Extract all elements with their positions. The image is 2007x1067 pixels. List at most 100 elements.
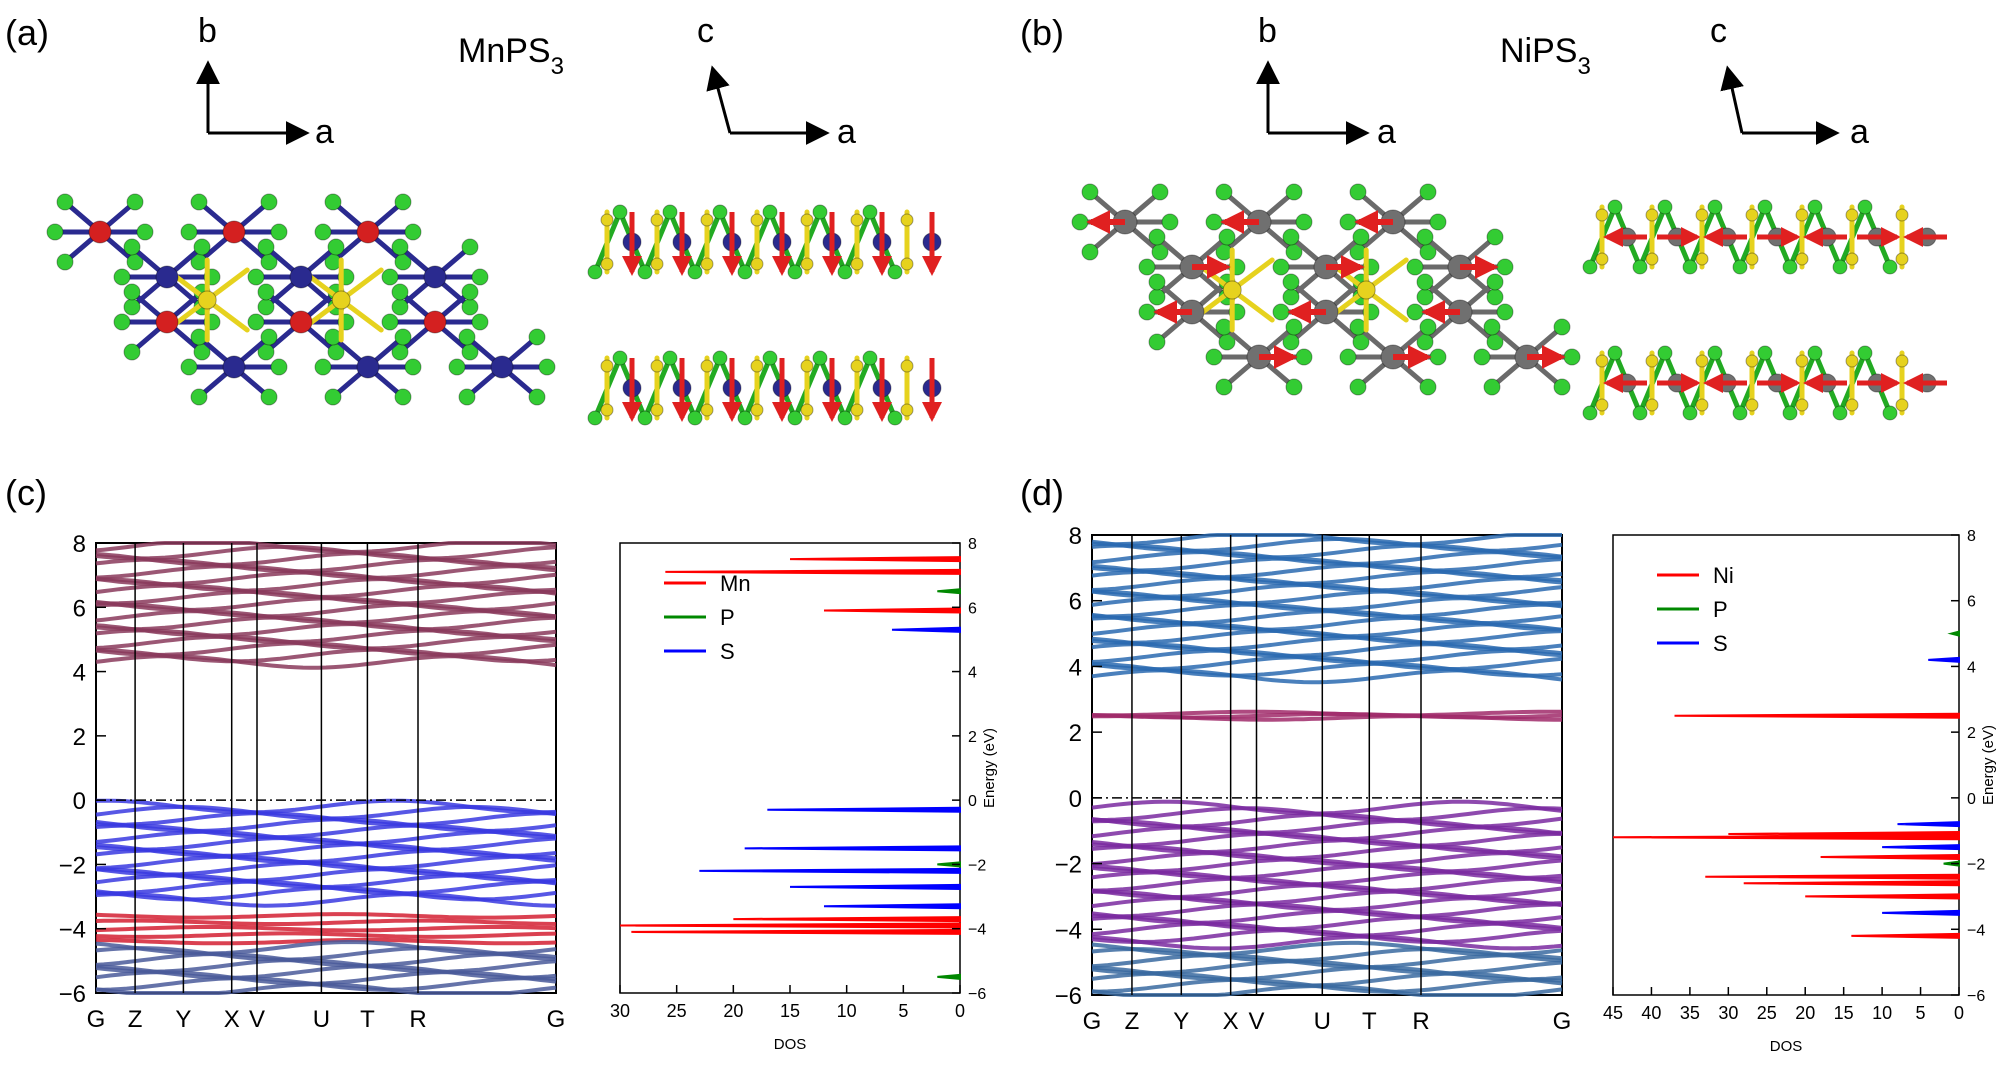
sulfur-atom	[737, 410, 753, 426]
sulfur-atom	[56, 193, 74, 211]
band-line-conduction-s-p	[1091, 533, 1562, 547]
manganese-atom	[155, 265, 179, 289]
phosphorus-atom	[1645, 252, 1659, 266]
sulfur-atom	[538, 358, 556, 376]
dos-peak-mn	[631, 928, 961, 935]
x-tick-label: 20	[1795, 1003, 1815, 1023]
sulfur-atom	[391, 283, 409, 301]
band-line-valence-ni-d-s-p	[1091, 934, 1563, 951]
sulfur-atom	[712, 350, 728, 366]
sulfur-atom	[812, 204, 828, 220]
phosphorus-atom	[600, 403, 614, 417]
sulfur-atom	[113, 268, 131, 286]
y-tick-label: 8	[73, 531, 86, 558]
phosphorus-atom	[1695, 398, 1709, 412]
phosphorus-atom	[850, 359, 864, 373]
sulfur-atom	[712, 204, 728, 220]
band-line-valence-s-p	[95, 854, 557, 871]
x-tick-label: 0	[955, 1001, 965, 1021]
band-line-deep-s-p	[96, 976, 557, 992]
sulfur-atom	[787, 264, 803, 280]
manganese-atom	[155, 310, 179, 334]
y-tick-label: −2	[1967, 857, 1985, 874]
sulfur-atom	[1882, 259, 1898, 275]
sulfur-atom	[1416, 288, 1434, 306]
sulfur-atom	[260, 328, 278, 346]
sulfur-atom	[1607, 199, 1623, 215]
sulfur-atom	[1496, 303, 1514, 321]
manganese-atom	[289, 265, 313, 289]
sulfur-atom	[1782, 259, 1798, 275]
x-tick-label: 10	[837, 1001, 857, 1021]
phosphorus-atom	[1845, 208, 1859, 222]
sulfur-atom	[394, 193, 412, 211]
sulfur-atom	[787, 410, 803, 426]
phosphorus-atom	[1895, 398, 1909, 412]
x-tick-label: 0	[1954, 1003, 1964, 1023]
phosphorus-atom	[750, 359, 764, 373]
sulfur-atom	[862, 350, 878, 366]
x-tick-label: 20	[723, 1001, 743, 1021]
k-point-label: R	[409, 1006, 426, 1033]
phosphorus-atom	[750, 213, 764, 227]
y-tick-label: 4	[1967, 659, 1976, 676]
band-line-conduction-mn-d-p-mix	[95, 647, 557, 664]
sulfur-atom	[1483, 318, 1501, 336]
band-line-conduction-s-p	[1091, 661, 1563, 678]
k-point-label: G	[1553, 1008, 1572, 1035]
sulfur-atom	[1857, 345, 1873, 361]
k-point-label: Y	[1173, 1008, 1189, 1035]
sulfur-atom	[1782, 405, 1798, 421]
phosphorus-atom	[900, 359, 914, 373]
y-tick-label: 0	[968, 793, 977, 810]
y-tick-label: 2	[1069, 720, 1082, 747]
phosphorus-atom	[650, 403, 664, 417]
band-line-deep-s-p	[1091, 959, 1563, 976]
sulfur-atom	[381, 313, 399, 331]
sulfur-atom	[1429, 348, 1447, 366]
mnps3-top-view-structure	[46, 193, 556, 406]
sulfur-atom	[1416, 228, 1434, 246]
manganese-atom	[423, 310, 447, 334]
phosphorus-atom	[1745, 208, 1759, 222]
dos-peak-p	[937, 588, 961, 595]
sulfur-atom	[270, 358, 288, 376]
y-tick-label: −4	[968, 922, 986, 939]
y-tick-label: 4	[73, 660, 86, 687]
sulfur-atom	[1205, 213, 1223, 231]
sulfur-atom	[1486, 288, 1504, 306]
sulfur-atom	[1707, 199, 1723, 215]
panel-label-c: (c)	[5, 472, 47, 513]
sulfur-atom	[1832, 405, 1848, 421]
sulfur-atom	[1807, 345, 1823, 361]
axis-label-a-side: a	[837, 113, 856, 151]
panel-label-b: (b)	[1020, 12, 1064, 53]
sulfur-atom	[1285, 183, 1303, 201]
y-tick-label: −4	[1967, 922, 1985, 939]
sulfur-atom	[193, 238, 211, 256]
sulfur-atom	[1285, 318, 1303, 336]
band-line-valence-mn-d	[95, 931, 557, 939]
dos-peak-p	[937, 973, 961, 981]
phosphorus-atom	[1595, 208, 1609, 222]
sulfur-atom	[458, 328, 476, 346]
phosphorus-atom	[700, 359, 714, 373]
sulfur-atom	[1419, 183, 1437, 201]
dos-peak-s	[1897, 821, 1960, 828]
y-tick-label: −2	[1055, 852, 1082, 879]
dos-peak-mn	[665, 568, 961, 575]
k-point-label: G	[547, 1006, 566, 1033]
manganese-atom	[222, 220, 246, 244]
sulfur-atom	[458, 388, 476, 406]
sulfur-atom	[448, 358, 466, 376]
sulfur-atom	[1205, 348, 1223, 366]
sulfur-atom	[687, 264, 703, 280]
band-line-conduction-mn-d-p-mix	[95, 544, 557, 561]
sulfur-atom	[1282, 288, 1300, 306]
phosphorus-atom	[600, 359, 614, 373]
phosphorus-atom	[850, 213, 864, 227]
x-tick-label: 30	[610, 1001, 630, 1021]
phosphorus-atom	[1845, 354, 1859, 368]
band-line-valence-s-p	[95, 848, 557, 865]
